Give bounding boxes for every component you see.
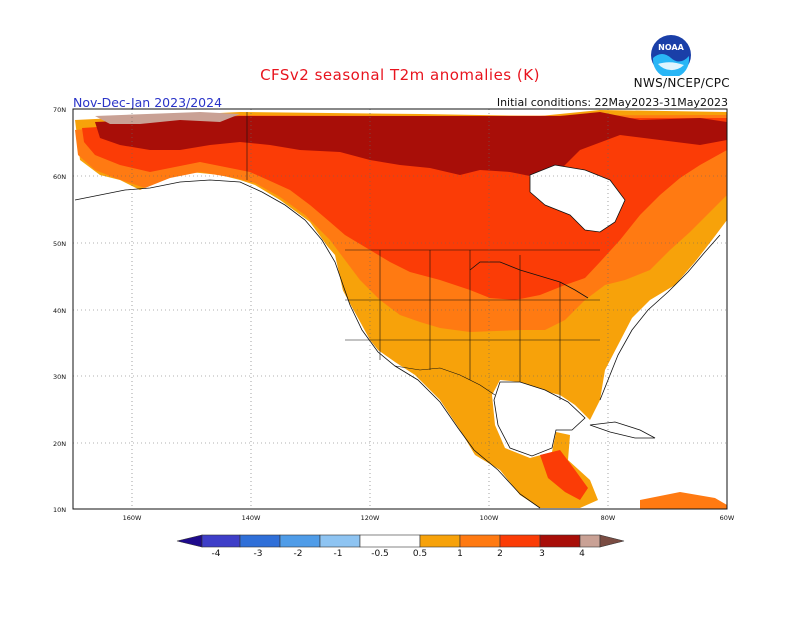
lon-label: 160W	[123, 514, 142, 522]
lon-label: 120W	[361, 514, 380, 522]
legend-label: -1	[334, 549, 343, 559]
color-bar-swatch-neg05	[319, 534, 361, 548]
initial-conditions-label: Initial conditions: 22May2023-31May2023	[496, 96, 728, 109]
color-bar-swatch-neg1	[279, 534, 321, 548]
legend-label: 0.5	[413, 549, 427, 559]
legend-label: -0.5	[371, 549, 389, 559]
lat-label: 70N	[53, 106, 66, 114]
svg-text:NOAA: NOAA	[658, 43, 684, 52]
legend-label: 4	[579, 549, 585, 559]
hudson-bay	[530, 165, 625, 232]
legend-label: 3	[539, 549, 545, 559]
color-bar-swatch-neg3	[201, 534, 241, 548]
legend-label: 1	[457, 549, 463, 559]
map-title: CFSv2 seasonal T2m anomalies (K)	[260, 66, 540, 84]
lat-label: 10N	[53, 506, 66, 514]
color-bar-swatch-pos5	[599, 534, 625, 548]
legend-label: -2	[294, 549, 303, 559]
legend-label: -4	[212, 549, 221, 559]
lat-label: 20N	[53, 440, 66, 448]
lat-label: 40N	[53, 307, 66, 315]
south-america-land	[640, 492, 727, 509]
season-label: Nov-Dec-Jan 2023/2024	[73, 95, 223, 110]
legend-label: 2	[497, 549, 503, 559]
color-bar-swatch-neg2	[239, 534, 281, 548]
longitude-labels: 160W 140W 120W 100W 80W 60W	[123, 514, 735, 522]
legend-label: -3	[254, 549, 263, 559]
color-bar-swatch-pos05	[419, 534, 461, 548]
color-bar-swatch-pos2	[499, 534, 541, 548]
color-bar-swatch-pos4	[579, 534, 601, 548]
region-pos4	[95, 112, 240, 124]
color-bar	[176, 534, 625, 548]
lon-label: 100W	[480, 514, 499, 522]
lat-label: 50N	[53, 240, 66, 248]
color-bar-swatch-pos1	[459, 534, 501, 548]
atlantic-ocean-edge	[605, 230, 727, 480]
latitude-labels: 70N 60N 50N 40N 30N 20N 10N	[53, 106, 66, 514]
lon-label: 140W	[242, 514, 261, 522]
color-bar-swatch-white	[359, 534, 421, 548]
pacific-ocean-edge	[73, 190, 520, 509]
cuba	[589, 421, 656, 439]
coastlines	[74, 164, 721, 509]
map-border	[72, 108, 728, 510]
lon-label: 60W	[720, 514, 735, 522]
color-bar-labels: -4 -3 -2 -1 -0.5 0.5 1 2 3 4	[212, 549, 586, 559]
graticule	[73, 109, 727, 509]
noaa-logo: NOAA	[651, 35, 691, 76]
central-america-pos2	[540, 450, 588, 500]
lon-label: 80W	[601, 514, 616, 522]
agency-label: NWS/NCEP/CPC	[633, 76, 730, 90]
color-bar-swatch-pos3	[539, 534, 581, 548]
lat-label: 60N	[53, 173, 66, 181]
region-pos3	[95, 112, 727, 178]
lat-label: 30N	[53, 373, 66, 381]
color-bar-swatch-neg4	[176, 534, 203, 548]
